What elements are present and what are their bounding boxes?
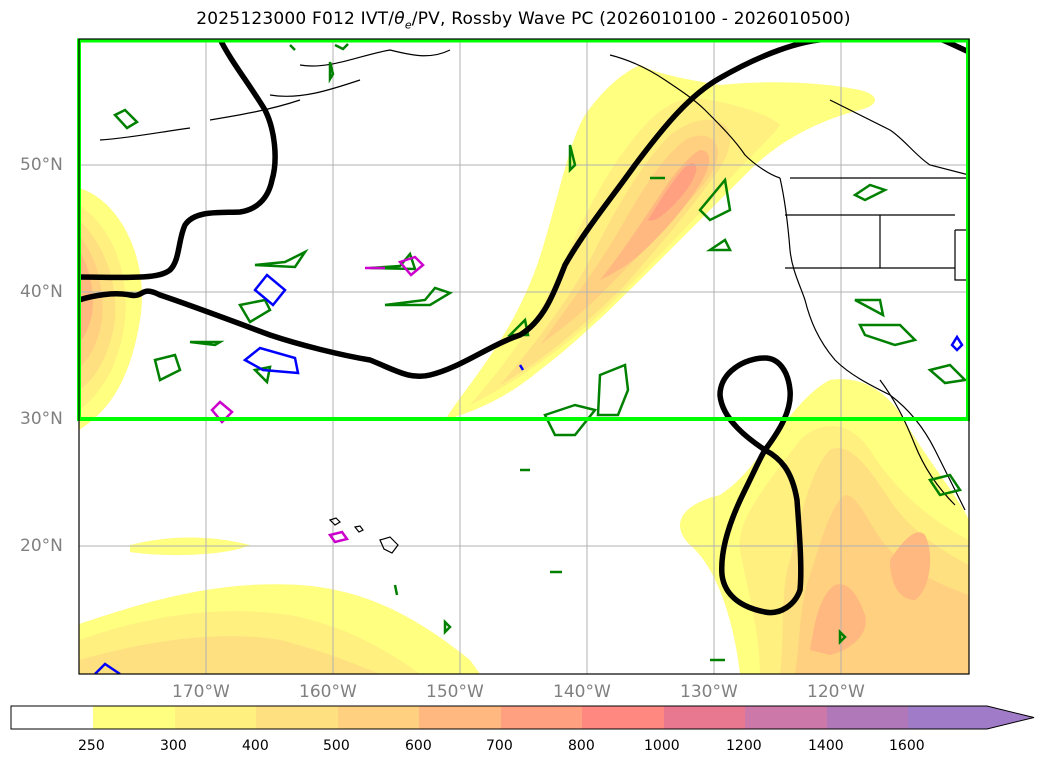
lon-label-130w: 130°W (680, 682, 738, 702)
alaska-coast (99, 49, 451, 141)
canada-us-border (829, 99, 969, 176)
pv-contours-magenta (210, 255, 425, 544)
coastlines (99, 49, 969, 554)
lon-label-160w: 160°W (299, 682, 357, 702)
lat-label-40n: 40°N (20, 282, 63, 302)
us-west-coast (779, 177, 966, 511)
ivt-shading (79, 65, 969, 674)
colorbar-label-500: 500 (323, 738, 350, 754)
lat-label-20n: 20°N (20, 536, 63, 556)
colorbar-label-600: 600 (405, 738, 432, 754)
colorbar-label-700: 700 (486, 738, 513, 754)
us-state-borders (785, 177, 969, 281)
ivt-ar-700 (648, 163, 697, 221)
ivt-sw-400 (79, 636, 380, 674)
bc-coast (609, 54, 781, 179)
theta-e-contours (112, 43, 968, 662)
colorbar-label-250: 250 (78, 738, 105, 754)
colorbar-label-1000: 1000 (644, 738, 680, 754)
map-title: 2025123000 F012 IVT/θe/PV, Rossby Wave P… (196, 9, 851, 32)
colorbar (10, 705, 1035, 730)
lon-label-140w: 140°W (553, 682, 611, 702)
colorbar-label-800: 800 (568, 738, 595, 754)
lon-label-170w: 170°W (172, 682, 230, 702)
lat-label-30n: 30°N (20, 409, 63, 429)
colorbar-label-1200: 1200 (726, 738, 762, 754)
colorbar-label-1600: 1600 (889, 738, 925, 754)
hawaii-islands (328, 517, 399, 554)
lon-label-120w: 120°W (807, 682, 865, 702)
lon-label-150w: 150°W (426, 682, 484, 702)
map-frame (78, 38, 970, 675)
baja-coast (879, 379, 956, 506)
colorbar-label-1400: 1400 (808, 738, 844, 754)
colorbar-label-300: 300 (160, 738, 187, 754)
colorbar-label-400: 400 (242, 738, 269, 754)
lat-label-50n: 50°N (20, 155, 63, 175)
pv-contours-blue (94, 273, 964, 674)
ivt-se-600 (810, 532, 931, 655)
